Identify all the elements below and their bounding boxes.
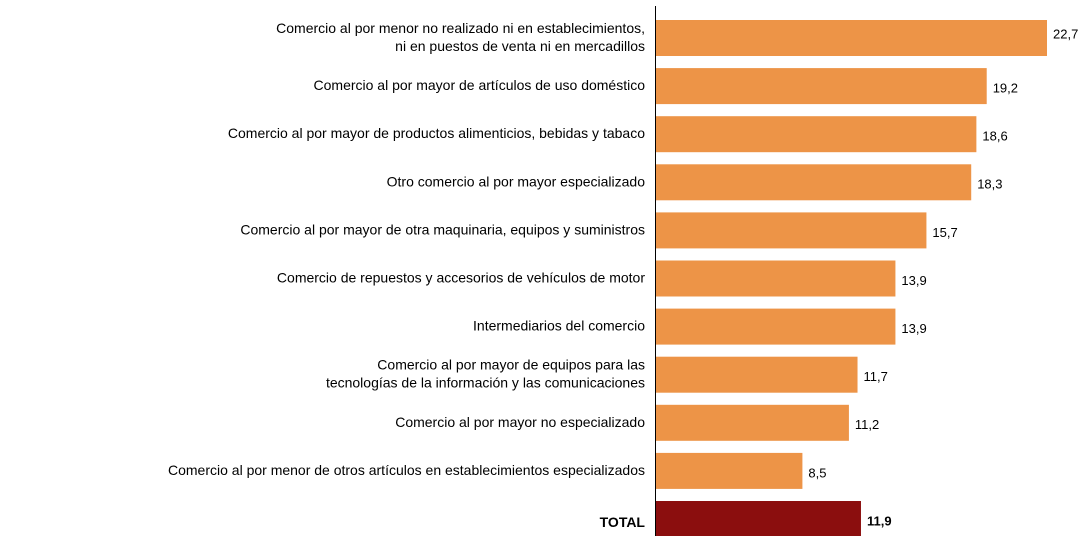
category-label-line: Comercio de repuestos y accesorios de ve… [277,269,645,285]
bar [656,68,987,105]
category-label-line: Comercio al por menor no realizado ni en… [276,20,645,36]
category-label-line: Comercio al por mayor de equipos para la… [377,356,645,372]
category-label-line: Comercio al por mayor de artículos de us… [314,77,646,93]
category-label: Otro comercio al por mayor especializado [387,173,646,189]
category-label: Comercio al por mayor de equipos para la… [326,356,645,390]
value-label: 8,5 [808,465,826,480]
value-label: 15,7 [932,225,957,240]
category-label: Intermediarios del comercio [473,317,645,333]
value-label: 11,9 [867,513,892,528]
value-label: 19,2 [993,81,1018,96]
bar [656,116,977,153]
category-label: Comercio al por menor de otros artículos… [168,462,645,478]
value-label: 11,7 [864,369,888,384]
bar [656,260,896,297]
value-label: 22,7 [1053,26,1078,41]
category-label: TOTAL [600,514,646,530]
category-label: Comercio al por mayor de artículos de us… [314,77,646,93]
category-label: Comercio al por mayor de otra maquinaria… [240,221,645,237]
bar [656,308,896,345]
category-label-line: Intermediarios del comercio [473,317,645,333]
category-label: Comercio al por mayor de productos alime… [228,125,645,141]
bar [656,501,861,536]
bar [656,404,849,441]
category-label-line: tecnologías de la información y las comu… [326,374,645,390]
category-label: Comercio al por menor no realizado ni en… [276,20,645,54]
category-label: Comercio de repuestos y accesorios de ve… [277,269,645,285]
value-label: 13,9 [901,273,926,288]
category-label-line: Comercio al por menor de otros artículos… [168,462,645,478]
category-label-line: Otro comercio al por mayor especializado [387,173,646,189]
value-label: 18,6 [982,129,1007,144]
value-label: 13,9 [901,321,926,336]
bar [656,20,1047,56]
bar [656,356,858,393]
category-label-line: Comercio al por mayor de productos alime… [228,125,645,141]
bar [656,164,972,201]
category-label-line: Comercio al por mayor no especializado [395,414,645,430]
value-label: 18,3 [977,177,1002,192]
bar [656,452,803,489]
category-label-line: ni en puestos de venta ni en mercadillos [395,38,645,54]
bar [656,212,927,249]
category-label-line: Comercio al por mayor de otra maquinaria… [240,221,645,237]
category-label-line: TOTAL [600,514,646,530]
category-label: Comercio al por mayor no especializado [395,414,645,430]
value-label: 11,2 [855,417,879,432]
